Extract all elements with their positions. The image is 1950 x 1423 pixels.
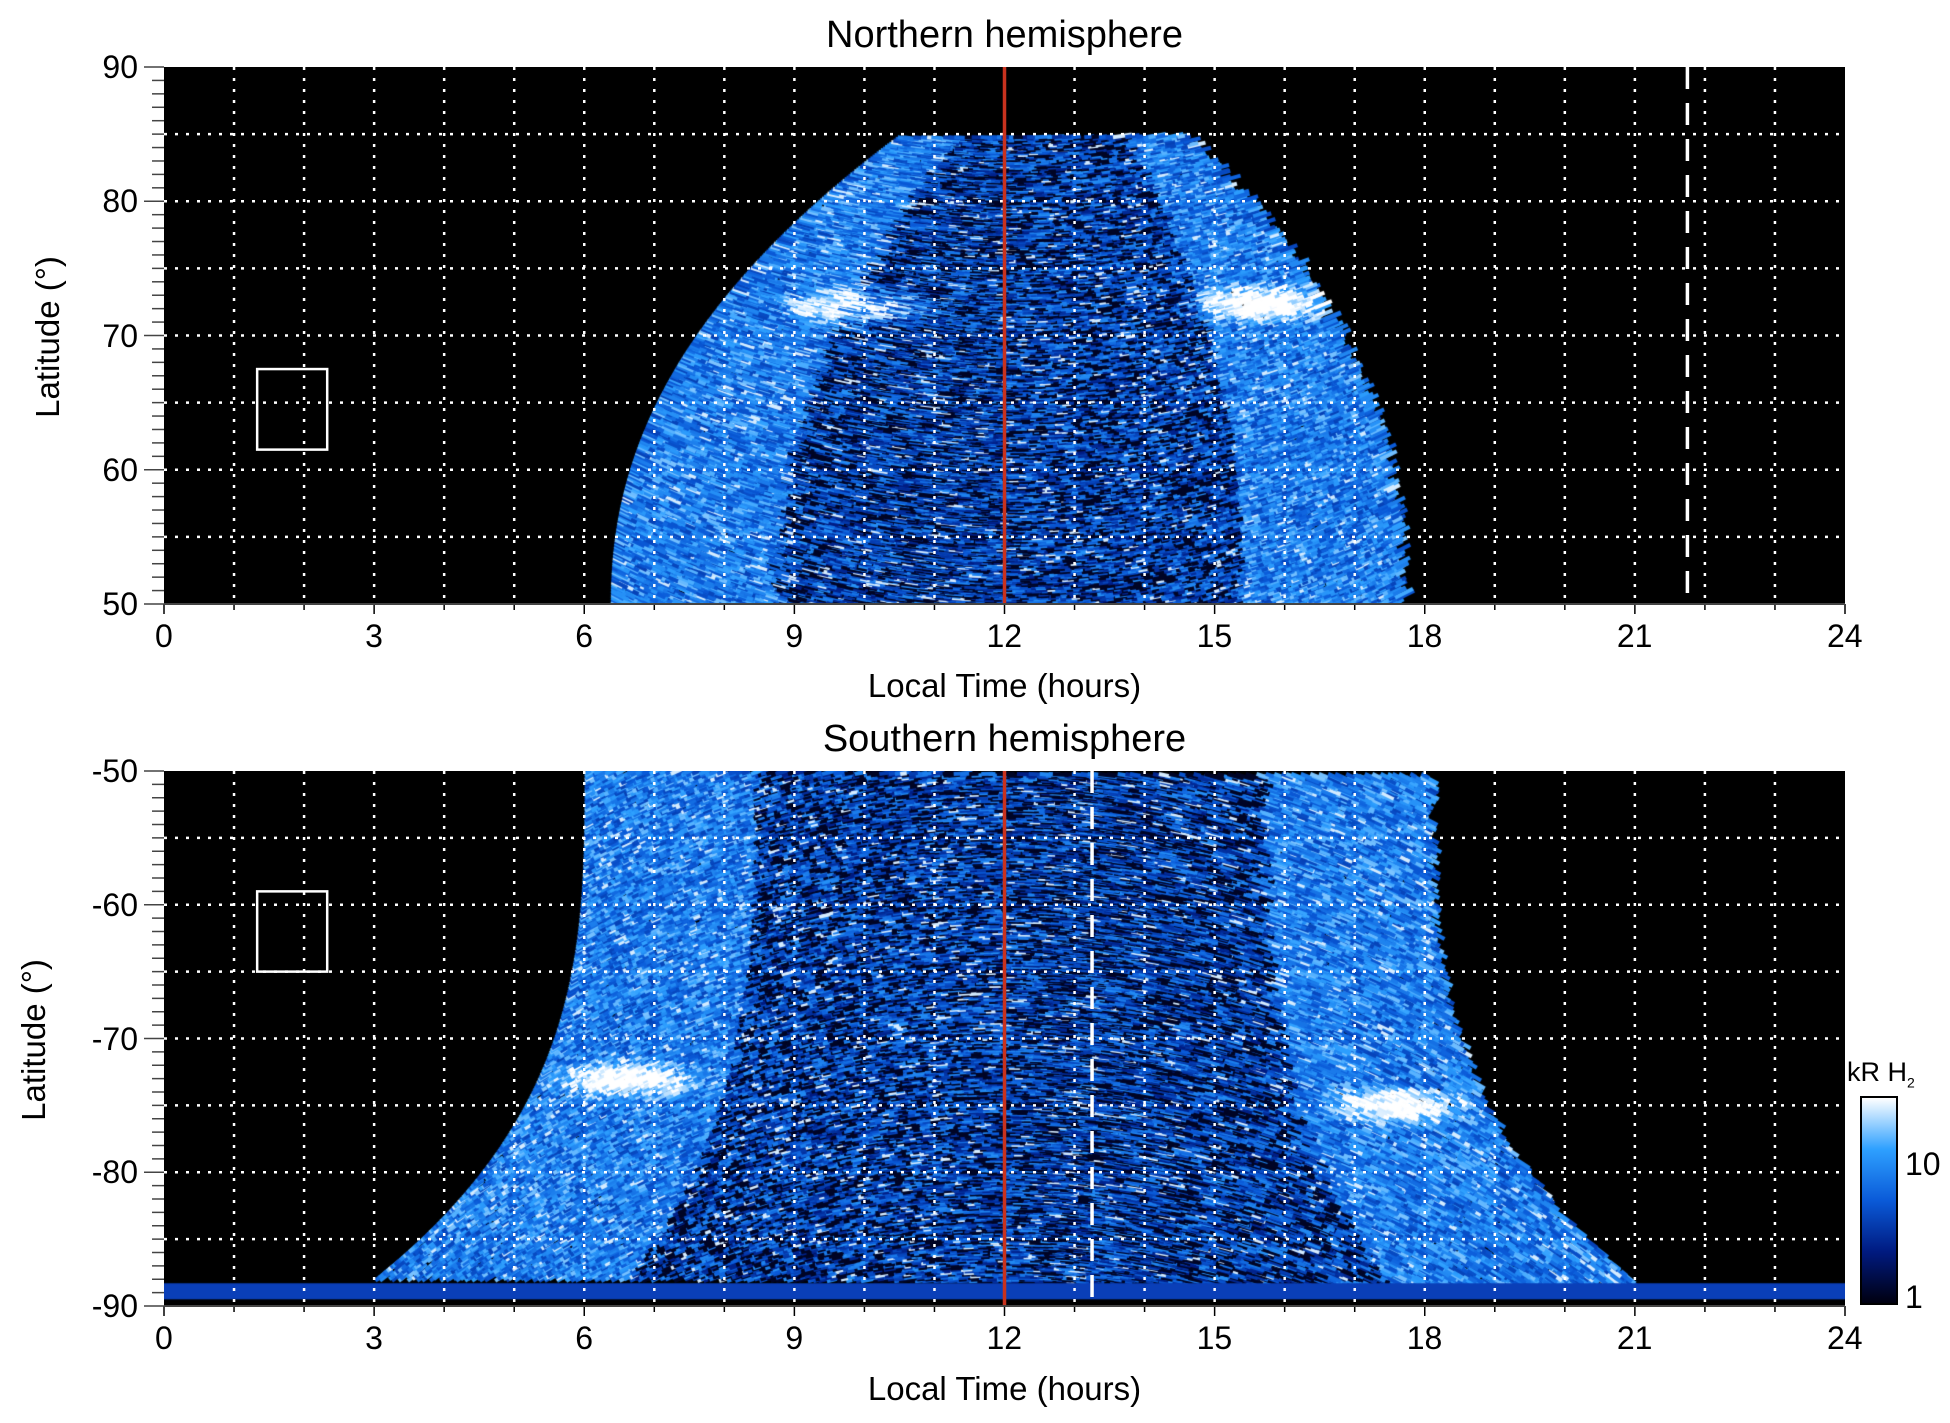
y-tick-label: 50	[102, 586, 138, 622]
colorbar-tick-10: 10	[1905, 1146, 1941, 1182]
x-tick-label: 24	[1827, 618, 1863, 654]
x-tick-label: 15	[1196, 618, 1233, 654]
south-xlabel: Local Time (hours)	[867, 1370, 1142, 1407]
x-tick-label: 9	[785, 618, 804, 654]
x-tick-label: 0	[155, 618, 173, 654]
y-tick-label: -50	[91, 753, 138, 789]
y-tick-label: -90	[91, 1288, 138, 1324]
x-tick-label: 18	[1406, 618, 1443, 654]
south-panel	[144, 770, 1846, 1316]
y-tick-label: 70	[102, 317, 138, 354]
reference-box	[255, 890, 329, 973]
x-tick-label: 6	[575, 618, 594, 654]
colorbar	[1860, 1096, 1898, 1305]
x-tick-label: 3	[365, 1320, 383, 1356]
colorbar-label: kR H2	[1847, 1057, 1915, 1090]
x-tick-label: 6	[575, 1320, 594, 1356]
y-tick-label: -80	[91, 1154, 138, 1191]
grid-overlay	[144, 66, 1846, 614]
south-title: Southern hemisphere	[822, 718, 1187, 760]
reference-box	[255, 367, 329, 451]
x-tick-label: 0	[155, 1320, 173, 1356]
north-xlabel: Local Time (hours)	[867, 667, 1142, 704]
x-tick-label: 18	[1406, 1320, 1443, 1356]
y-tick-label: 60	[102, 451, 138, 488]
x-tick-label: 21	[1616, 618, 1653, 654]
y-tick-label: 80	[102, 183, 138, 220]
y-tick-label: -60	[91, 886, 138, 923]
colorbar-label-sub: 2	[1907, 1074, 1915, 1091]
north-panel	[144, 66, 1846, 614]
y-tick-label: 90	[102, 49, 138, 85]
colorbar-label-text: kR H	[1847, 1057, 1907, 1087]
south-ylabel: Latitude (°)	[15, 959, 52, 1121]
grid-overlay	[144, 770, 1846, 1316]
x-tick-label: 12	[986, 1320, 1023, 1356]
x-tick-label: 21	[1616, 1320, 1653, 1356]
x-tick-label: 15	[1196, 1320, 1233, 1356]
x-tick-label: 9	[785, 1320, 804, 1356]
north-title: Northern hemisphere	[826, 14, 1183, 56]
north-ylabel: Latitude (°)	[29, 256, 66, 418]
y-tick-label: -70	[91, 1020, 138, 1057]
colorbar-tick-1: 1	[1905, 1279, 1923, 1315]
x-tick-label: 3	[365, 618, 383, 654]
x-tick-label: 24	[1827, 1320, 1863, 1356]
x-tick-label: 12	[986, 618, 1023, 654]
